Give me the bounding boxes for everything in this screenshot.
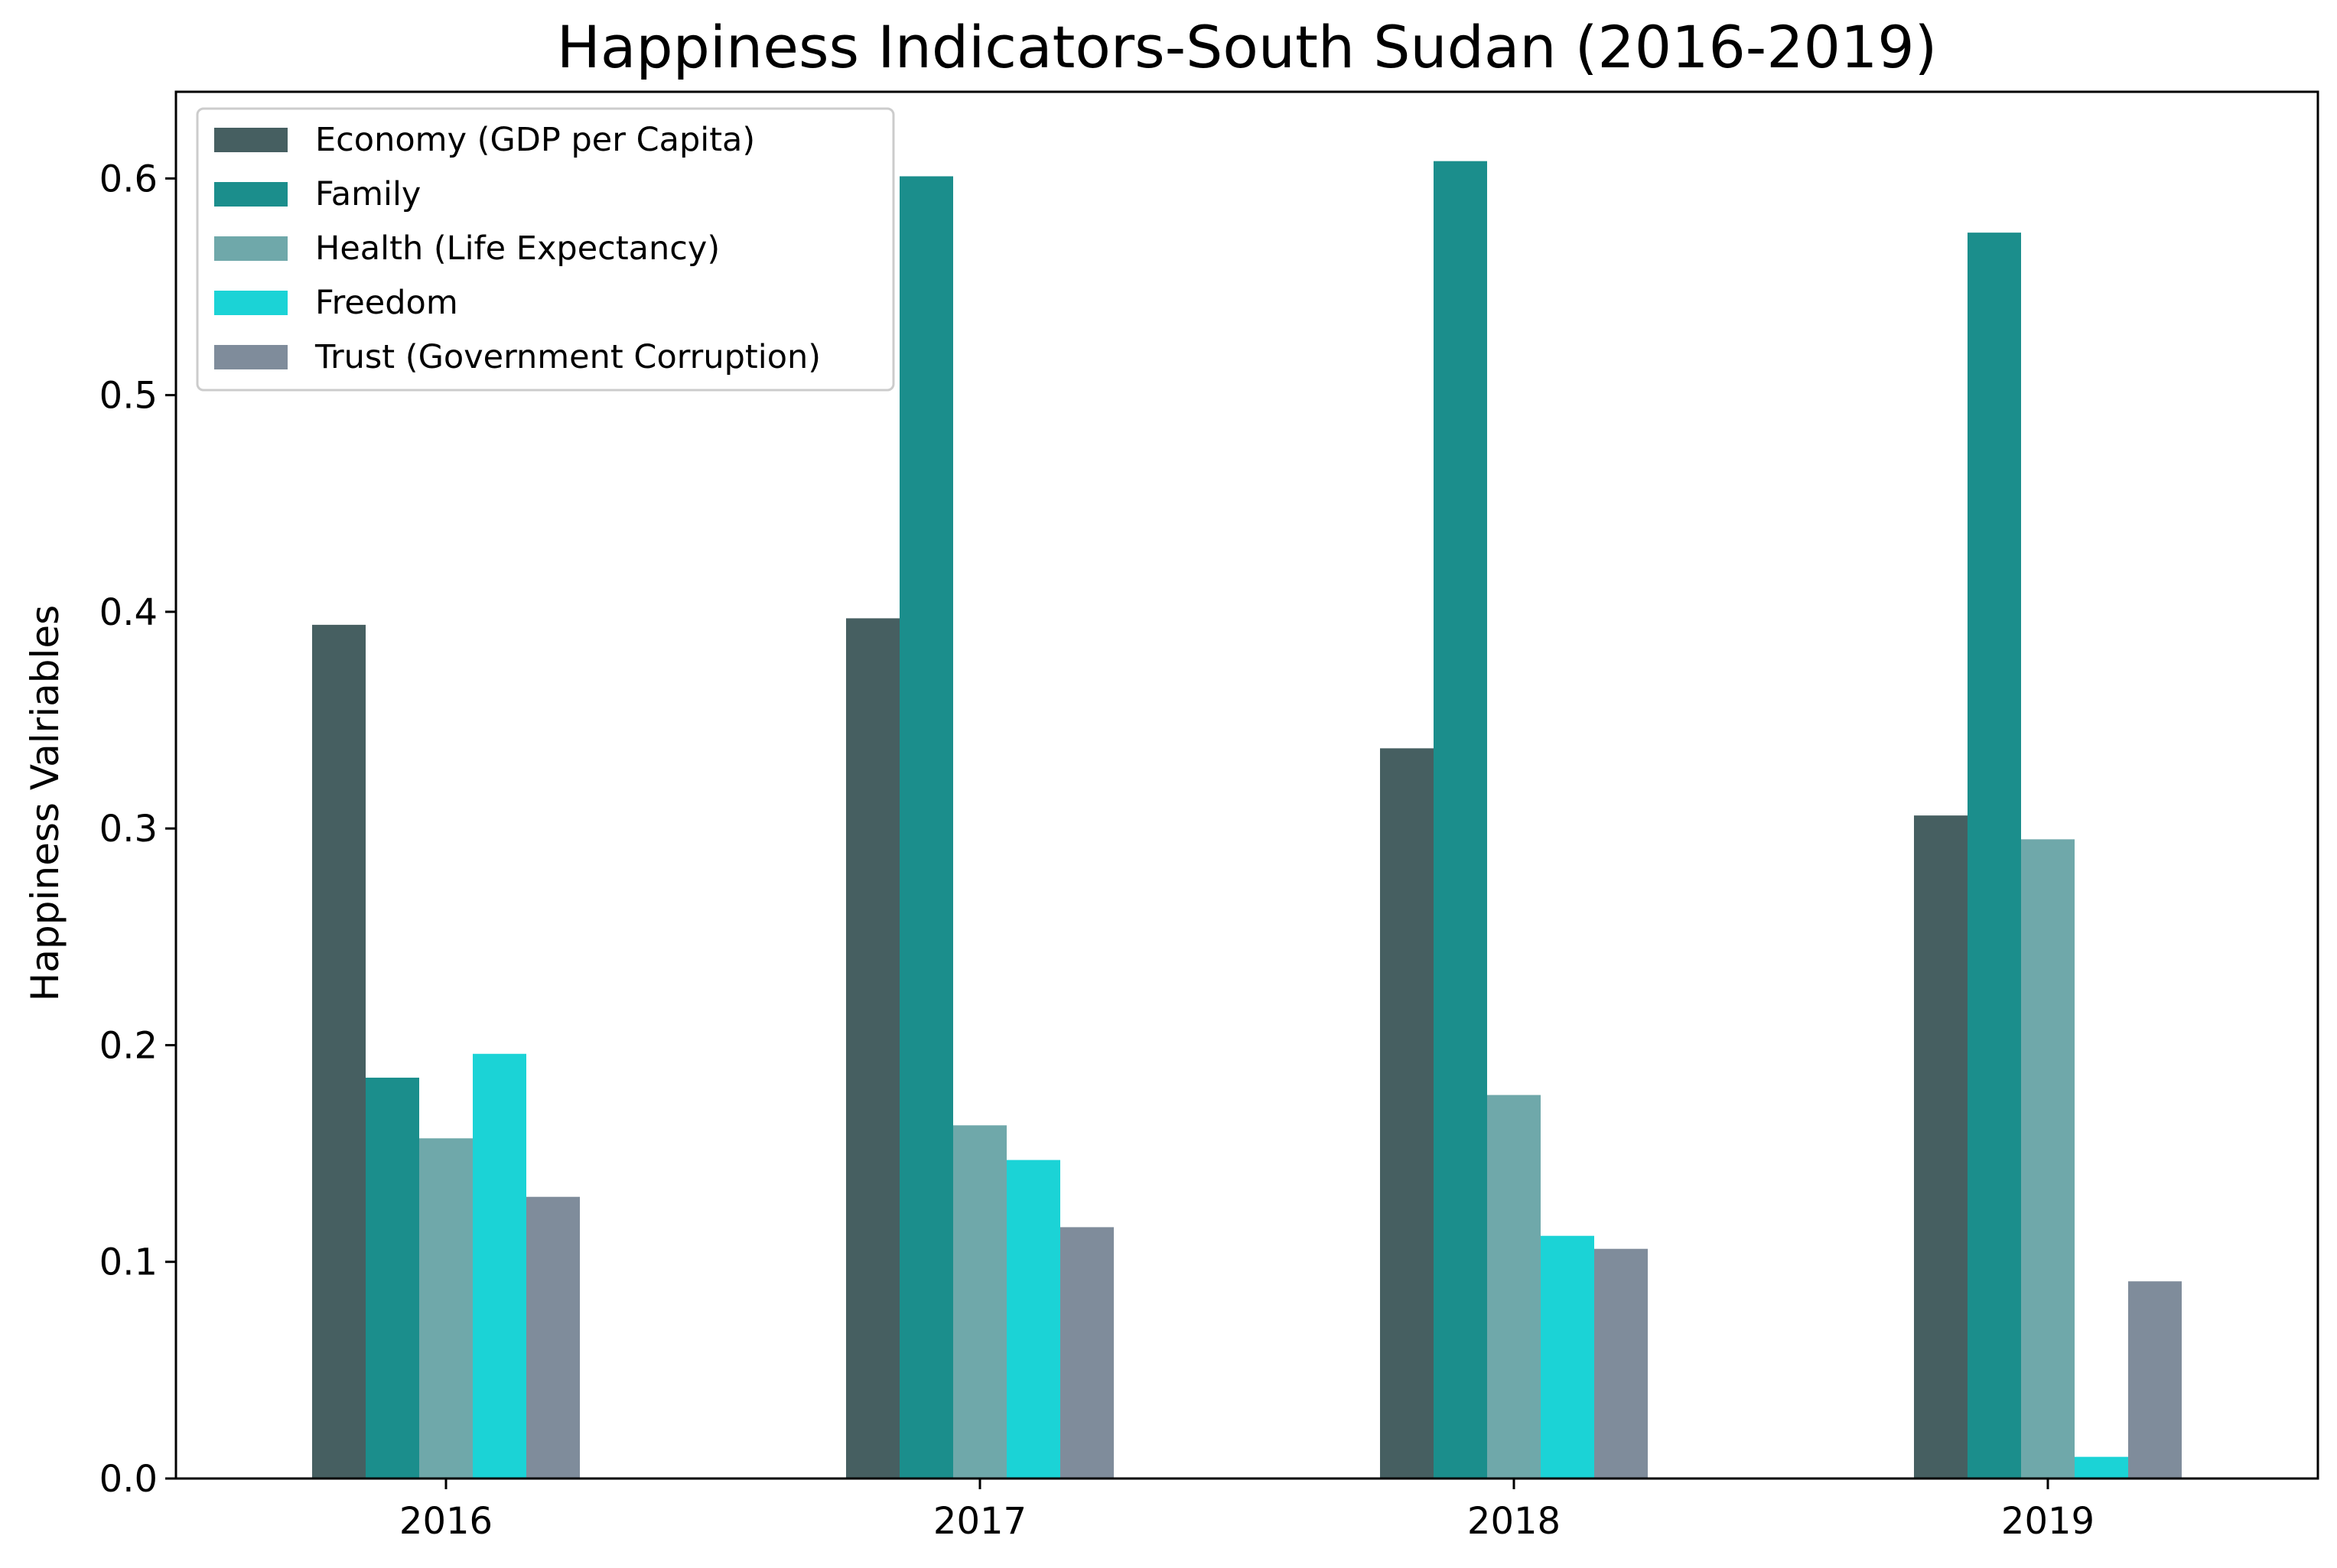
x-tick-label: 2017 bbox=[933, 1500, 1027, 1543]
legend: Economy (GDP per Capita) Family Health (Li… bbox=[196, 107, 895, 392]
y-tick-label: 0.5 bbox=[99, 375, 158, 418]
legend-label: Economy (GDP per Capita) bbox=[315, 121, 755, 159]
y-tick-label: 0.1 bbox=[99, 1241, 158, 1284]
bar-freedom-2017 bbox=[1007, 1160, 1060, 1479]
bar-trust-government-corruption-2017 bbox=[1060, 1227, 1114, 1479]
legend-label: Health (Life Expectancy) bbox=[315, 229, 720, 268]
y-axis-label: Happiness Valriables bbox=[23, 605, 67, 1001]
y-tick-label: 0.0 bbox=[99, 1458, 158, 1501]
bar-economy-gdp-per-capita-2019 bbox=[1914, 815, 1968, 1479]
y-tick-label: 0.3 bbox=[99, 808, 158, 851]
legend-label: Family bbox=[315, 175, 421, 213]
bar-health-life-expectancy-2018 bbox=[1487, 1095, 1541, 1479]
legend-swatch bbox=[214, 128, 288, 152]
bar-health-life-expectancy-2019 bbox=[2021, 839, 2075, 1479]
bar-freedom-2018 bbox=[1541, 1235, 1594, 1479]
bar-freedom-2016 bbox=[473, 1053, 526, 1479]
y-tick-label: 0.6 bbox=[99, 158, 158, 200]
legend-swatch bbox=[214, 236, 288, 261]
bar-health-life-expectancy-2016 bbox=[419, 1138, 473, 1479]
bar-family-2019 bbox=[1968, 233, 2021, 1479]
x-tick-label: 2018 bbox=[1467, 1500, 1561, 1543]
legend-label: Freedom bbox=[315, 284, 458, 322]
legend-swatch bbox=[214, 345, 288, 369]
x-tick-label: 2016 bbox=[399, 1500, 493, 1543]
bars-group bbox=[312, 161, 2182, 1479]
bar-economy-gdp-per-capita-2017 bbox=[846, 618, 900, 1479]
bar-freedom-2019 bbox=[2075, 1456, 2128, 1479]
y-tick-label: 0.2 bbox=[99, 1024, 158, 1067]
chart-title: Happiness Indicators-South Sudan (2016-2… bbox=[557, 13, 1938, 81]
bar-family-2018 bbox=[1434, 161, 1487, 1479]
bar-family-2017 bbox=[900, 176, 953, 1479]
legend-swatch bbox=[214, 291, 288, 315]
bar-health-life-expectancy-2017 bbox=[953, 1125, 1007, 1479]
y-ticks-group: 0.0 0.1 0.2 0.3 0.4 0.5 0.6 bbox=[99, 158, 176, 1501]
legend-items: Economy (GDP per Capita) Family Health (Li… bbox=[214, 121, 821, 376]
bar-family-2016 bbox=[366, 1077, 419, 1479]
plot-frame bbox=[174, 90, 2319, 1480]
x-tick-label: 2019 bbox=[2001, 1500, 2095, 1543]
bar-economy-gdp-per-capita-2018 bbox=[1380, 748, 1434, 1479]
y-tick-label: 0.4 bbox=[99, 591, 158, 634]
bar-trust-government-corruption-2016 bbox=[526, 1196, 580, 1479]
legend-box bbox=[196, 107, 895, 392]
legend-swatch bbox=[214, 182, 288, 207]
legend-label: Trust (Government Corruption) bbox=[314, 338, 821, 376]
bar-economy-gdp-per-capita-2016 bbox=[312, 624, 366, 1479]
bar-trust-government-corruption-2019 bbox=[2128, 1281, 2182, 1479]
bar-trust-government-corruption-2018 bbox=[1594, 1248, 1648, 1479]
x-ticks-group: 2016 2017 2018 2019 bbox=[399, 1479, 2095, 1543]
